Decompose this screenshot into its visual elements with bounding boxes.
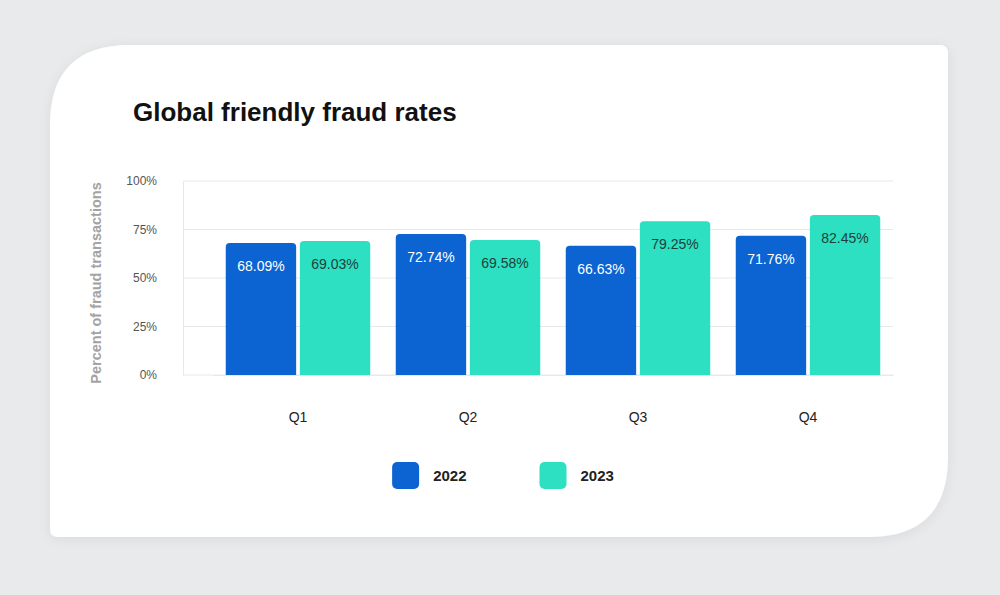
x-axis: Q1 Q2 Q3 Q4 [214, 376, 894, 425]
data-label: 71.76% [747, 251, 794, 267]
y-tick: 0% [140, 368, 183, 382]
card [50, 45, 948, 537]
bars [226, 215, 881, 375]
x-axis-line [214, 375, 894, 376]
bar [226, 243, 296, 375]
x-tick-label: Q4 [799, 409, 818, 425]
data-label: 79.25% [651, 236, 698, 252]
title: Global friendly fraud rates [133, 97, 457, 127]
chart-svg: Global friendly fraud rates Percent of fr… [0, 0, 1000, 595]
grid [183, 181, 893, 375]
data-label: 66.63% [577, 261, 624, 277]
y-axis-title: Percent of fraud transactions [88, 182, 104, 383]
data-label: 72.74% [407, 249, 454, 265]
legend-item: 2022 [392, 462, 466, 489]
x-tick: Q1 [289, 409, 308, 425]
grid-line [183, 181, 893, 182]
bar [640, 221, 710, 375]
bar [300, 241, 370, 375]
y-axis: 0% 25% 50% 75% 100% [126, 174, 183, 382]
y-axis-line [183, 182, 184, 376]
x-tick-label: Q3 [629, 409, 648, 425]
legend-swatch [540, 462, 567, 489]
legend: 2022 2023 [392, 462, 614, 489]
data-label: 82.45% [821, 230, 868, 246]
x-tick-label: Q1 [289, 409, 308, 425]
x-tick: Q4 [799, 409, 818, 425]
data-label: 69.58% [481, 255, 528, 271]
y-tick-label: 0% [140, 368, 158, 382]
data-labels: 68.09% 72.74% 66.63% 71.76% 69.03% 69.58% 79.2… [237, 230, 869, 277]
chart-root: Global friendly fraud rates Percent of fr… [0, 0, 1000, 595]
bar [396, 234, 466, 375]
y-tick: 75% [133, 223, 183, 237]
bar [470, 240, 540, 375]
legend-item: 2023 [540, 462, 614, 489]
legend-swatch [392, 462, 419, 489]
y-tick-label: 25% [133, 320, 157, 334]
legend-label: 2023 [581, 467, 614, 484]
y-tick: 100% [126, 174, 183, 188]
data-label: 69.03% [311, 256, 358, 272]
x-tick: Q2 [459, 409, 478, 425]
bar [736, 236, 806, 375]
y-tick: 50% [133, 271, 183, 285]
bar [810, 215, 880, 375]
x-tick-label: Q2 [459, 409, 478, 425]
data-label: 68.09% [237, 258, 284, 274]
y-tick-label: 100% [126, 174, 157, 188]
y-tick-label: 50% [133, 271, 157, 285]
y-tick-label: 75% [133, 223, 157, 237]
grid-line [183, 229, 893, 230]
legend-label: 2022 [433, 467, 466, 484]
y-tick: 25% [133, 320, 183, 334]
x-tick: Q3 [629, 409, 648, 425]
bar [566, 246, 636, 375]
